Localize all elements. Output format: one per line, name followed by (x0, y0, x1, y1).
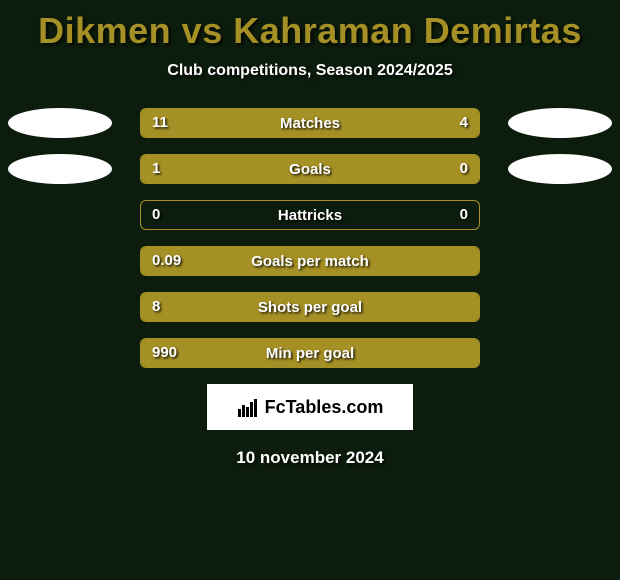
stat-row: Goals10 (0, 154, 620, 184)
bar-right (401, 155, 479, 183)
bar-track: Matches (140, 108, 480, 138)
bar-track: Goals (140, 154, 480, 184)
bar-label: Hattricks (141, 201, 479, 229)
bar-left (141, 109, 378, 137)
stat-row: Shots per goal8 (0, 292, 620, 322)
bar-left (141, 155, 401, 183)
bar-track: Shots per goal (140, 292, 480, 322)
comparison-chart: Matches114 Goals10 Hattricks00 Goals per ma… (0, 108, 620, 368)
page-title: Dikmen vs Kahraman Demirtas (0, 0, 620, 52)
player-marker-right (508, 154, 612, 184)
bar-right (378, 109, 479, 137)
bar-left (141, 293, 479, 321)
stat-row: Hattricks00 (0, 200, 620, 230)
player-marker-right (508, 108, 612, 138)
player-marker-left (8, 154, 112, 184)
subtitle: Club competitions, Season 2024/2025 (0, 62, 620, 80)
player-marker-left (8, 108, 112, 138)
bar-track: Min per goal (140, 338, 480, 368)
stat-row: Min per goal990 (0, 338, 620, 368)
stat-row: Matches114 (0, 108, 620, 138)
logo-text: FcTables.com (265, 397, 384, 418)
logo-box: FcTables.com (207, 384, 413, 430)
bars-icon (237, 397, 261, 417)
bar-left (141, 339, 479, 367)
bar-track: Goals per match (140, 246, 480, 276)
date-label: 10 november 2024 (0, 448, 620, 468)
bar-track: Hattricks (140, 200, 480, 230)
bar-left (141, 247, 479, 275)
stat-row: Goals per match0.09 (0, 246, 620, 276)
